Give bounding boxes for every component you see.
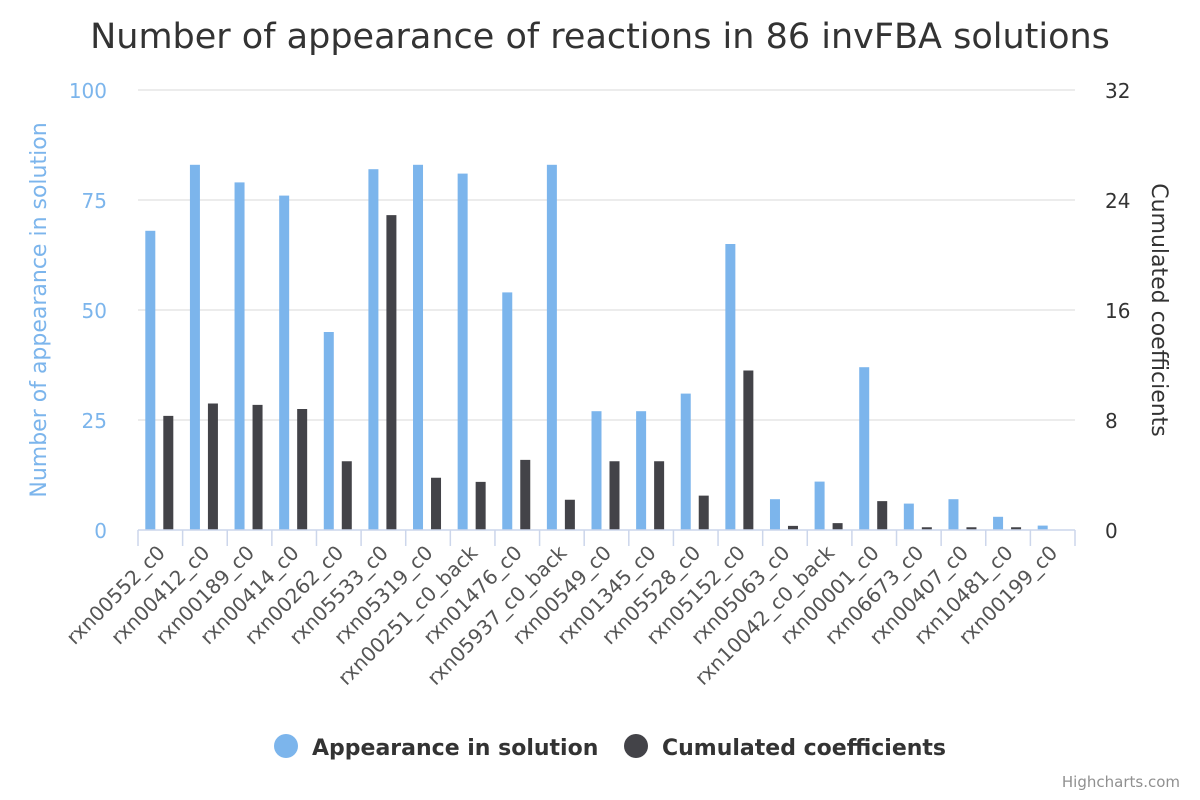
bar-cumulated [698,495,709,530]
legend-label-appearance: Appearance in solution [312,736,598,761]
bar-appearance [279,195,290,530]
bar-cumulated [832,523,843,530]
bar-cumulated [520,459,531,530]
bar-appearance [189,164,200,531]
bar-appearance [234,182,245,530]
y-left-tick-label: 50 [82,299,107,323]
bar-cumulated [877,501,888,530]
bar-appearance [591,411,602,530]
bar-appearance [502,292,513,530]
y-right-tick-label: 24 [1105,189,1130,213]
bar-appearance [636,411,647,530]
legend-item-cumulated[interactable]: Cumulated coefficients [624,734,946,761]
bars-group [145,164,1048,531]
bar-appearance [725,244,736,530]
y-axis-left: 0 25 50 75 100 [69,79,107,543]
bar-appearance [993,516,1004,530]
bar-cumulated [1011,527,1022,530]
bar-appearance [948,499,959,530]
bar-appearance [859,367,870,530]
bar-appearance [145,230,156,531]
y-axis-right: 0 8 16 24 32 [1105,79,1130,543]
bar-cumulated [564,499,575,530]
bar-appearance [413,164,424,531]
bar-cumulated [743,370,754,530]
bar-appearance [368,169,379,530]
legend-marker-appearance [274,734,298,758]
bar-appearance [1037,525,1048,530]
bar-appearance [457,173,468,530]
bar-cumulated [431,477,442,530]
bar-cumulated [609,461,620,530]
bar-appearance [546,164,557,531]
bar-cumulated [475,481,486,530]
bar-cumulated [386,215,397,530]
bar-appearance [903,503,914,530]
bar-appearance [680,393,691,530]
y-right-tick-label: 8 [1105,409,1118,433]
bar-appearance [814,481,825,530]
y-left-tick-label: 0 [94,519,107,543]
legend-marker-cumulated [624,734,648,758]
legend-item-appearance[interactable]: Appearance in solution [274,734,598,761]
bar-appearance [769,499,780,530]
bar-cumulated [966,527,977,530]
bar-cumulated [297,409,308,530]
legend: Appearance in solution Cumulated coeffic… [274,734,946,761]
bar-cumulated [654,461,665,530]
chart-title: Number of appearance of reactions in 86 … [90,17,1110,57]
y-axis-right-title: Cumulated coefficients [1146,183,1171,437]
x-axis: rxn00552_c0rxn00412_c0rxn00189_c0rxn0041… [61,529,1076,690]
bar-cumulated [163,415,174,530]
bar-cumulated [252,404,263,530]
bar-cumulated [341,461,352,530]
y-right-tick-label: 16 [1105,299,1130,323]
legend-label-cumulated: Cumulated coefficients [662,736,946,761]
y-right-tick-label: 32 [1105,79,1130,103]
y-axis-left-title: Number of appearance in solution [27,122,52,497]
grid-lines [138,89,1075,421]
bar-cumulated [207,403,218,530]
y-left-tick-label: 25 [82,409,107,433]
bar-cumulated [921,527,932,530]
y-left-tick-label: 100 [69,79,107,103]
credit-link[interactable]: Highcharts.com [1061,773,1180,791]
bar-appearance [323,332,334,530]
bar-cumulated [787,525,798,530]
y-left-tick-label: 75 [82,189,107,213]
y-right-tick-label: 0 [1105,519,1118,543]
